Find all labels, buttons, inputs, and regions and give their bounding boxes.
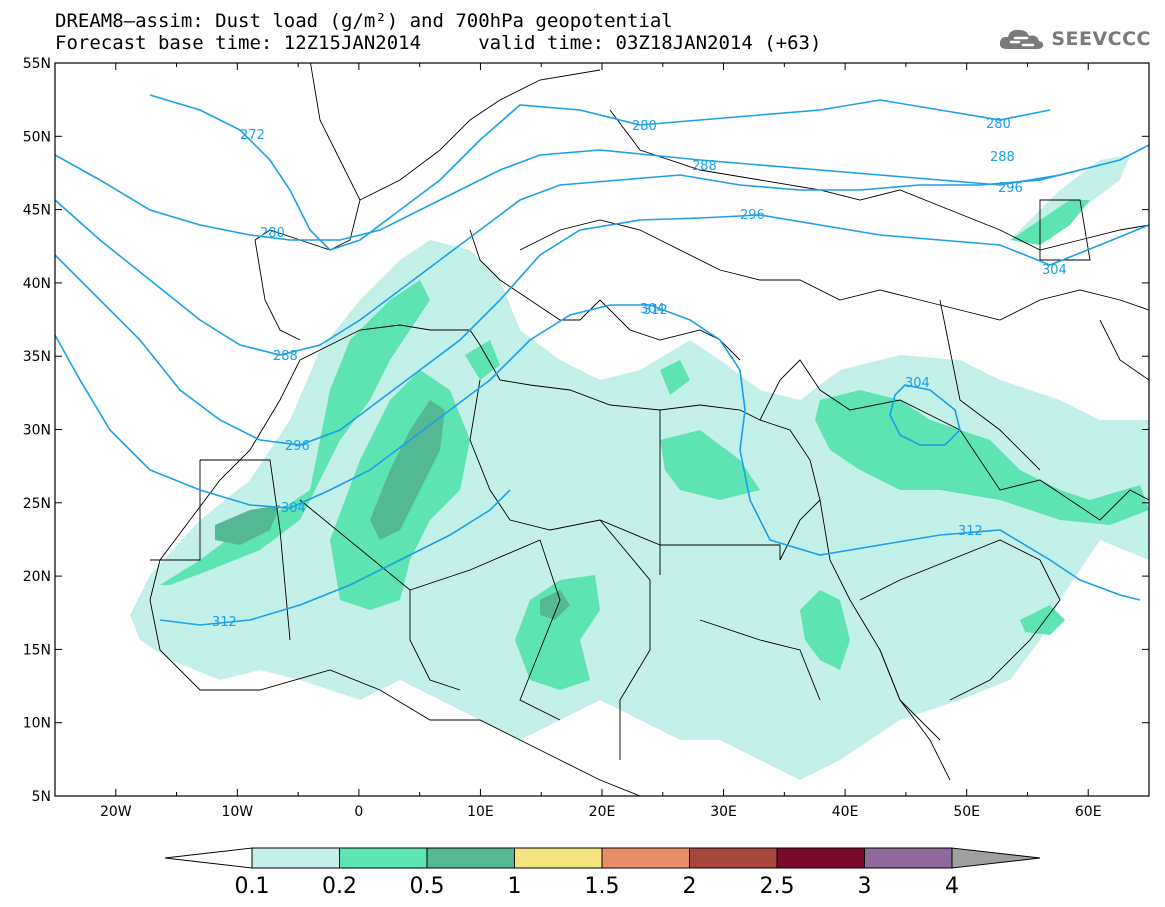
latitude-label: 45N xyxy=(23,203,51,219)
contour-label: 280 xyxy=(260,226,285,241)
contour-label: 288 xyxy=(273,349,298,364)
axis-ticks xyxy=(54,62,1150,797)
latitude-label: 5N xyxy=(32,789,51,805)
geopotential-contours xyxy=(55,94,1149,626)
map-subtitle: Forecast base time: 12Z15JAN2014 valid t… xyxy=(55,32,822,54)
latitude-label: 10N xyxy=(23,716,51,732)
colorbar-segment xyxy=(689,847,778,869)
dust-load-0.5-layer xyxy=(215,400,570,620)
brand-text: SEEVCCC xyxy=(1051,28,1151,50)
contour-label: 296 xyxy=(285,439,310,454)
map-title: DREAM8–assim: Dust load (g/m²) and 700hP… xyxy=(55,10,673,32)
longitude-label: 10W xyxy=(221,804,253,820)
contour-label: 272 xyxy=(240,128,265,143)
contour-labels: 272 280 288 296 304 312 280 288 296 304 … xyxy=(212,117,1067,630)
colorbar-tick-label: 0.2 xyxy=(322,874,357,899)
colorbar-segment xyxy=(339,847,428,869)
latitude-label: 25N xyxy=(23,496,51,512)
contour-label: 280 xyxy=(632,119,657,134)
colorbar-segment xyxy=(776,847,865,869)
longitude-label: 60E xyxy=(1075,804,1102,820)
colorbar-tick-label: 1.5 xyxy=(585,874,620,899)
contour-label: 304 xyxy=(1042,263,1067,278)
colorbar-tick-label: 2 xyxy=(683,874,697,899)
colorbar-tick-label: 0.1 xyxy=(235,874,270,899)
longitude-label: 50E xyxy=(953,804,980,820)
latitude-label: 40N xyxy=(23,276,51,292)
longitude-label: 20E xyxy=(589,804,616,820)
contour-label: 304 xyxy=(905,376,930,391)
brand-logo: SEEVCCC xyxy=(997,26,1151,52)
longitude-label: 30E xyxy=(710,804,737,820)
coastlines-and-borders xyxy=(149,63,1149,796)
contour-label: 280 xyxy=(986,117,1011,132)
longitude-label: 40E xyxy=(832,804,859,820)
colorbar-tick-label: 4 xyxy=(945,874,959,899)
colorbar-segment xyxy=(426,847,515,869)
contour-label: 296 xyxy=(998,181,1023,196)
latitude-label: 55N xyxy=(23,56,51,72)
latitude-labels: 55N 50N 45N 40N 35N 30N 25N 20N 15N 10N 5N xyxy=(23,56,51,805)
colorbar-segment xyxy=(251,847,340,869)
latitude-label: 30N xyxy=(23,423,51,439)
colorbar-segment xyxy=(514,847,603,869)
colorbar-segment xyxy=(601,847,690,869)
contour-label: 312 xyxy=(212,615,237,630)
latitude-label: 15N xyxy=(23,642,51,658)
cloud-logo-icon xyxy=(1000,29,1044,49)
map-area: 272 280 288 296 304 312 280 288 296 304 … xyxy=(55,63,1149,796)
contour-label: 288 xyxy=(692,159,717,174)
longitude-label: 20W xyxy=(100,804,132,820)
contour-label: 296 xyxy=(740,208,765,223)
longitude-label: 0 xyxy=(354,804,363,820)
colorbar-under-arrow xyxy=(164,847,253,869)
contour-label: 288 xyxy=(990,150,1015,165)
colorbar-tick-label: 3 xyxy=(858,874,872,899)
contour-label: 304 xyxy=(640,302,665,317)
latitude-label: 50N xyxy=(23,129,51,145)
contour-label: 304 xyxy=(281,501,306,516)
contour-label: 312 xyxy=(958,524,983,539)
longitude-label: 10E xyxy=(467,804,494,820)
longitude-labels: 20W 10W 0 10E 20E 30E 40E 50E 60E xyxy=(100,804,1102,820)
colorbar-tick-label: 0.5 xyxy=(410,874,445,899)
colorbar-over-arrow xyxy=(951,847,1041,869)
latitude-label: 20N xyxy=(23,569,51,585)
contour-label: 312 xyxy=(643,303,668,318)
colorbar: 0.1 0.2 0.5 1 1.5 2 2.5 3 4 xyxy=(164,847,1041,899)
colorbar-tick-label: 2.5 xyxy=(760,874,795,899)
colorbar-segment xyxy=(864,847,953,869)
latitude-label: 35N xyxy=(23,349,51,365)
colorbar-tick-label: 1 xyxy=(508,874,522,899)
